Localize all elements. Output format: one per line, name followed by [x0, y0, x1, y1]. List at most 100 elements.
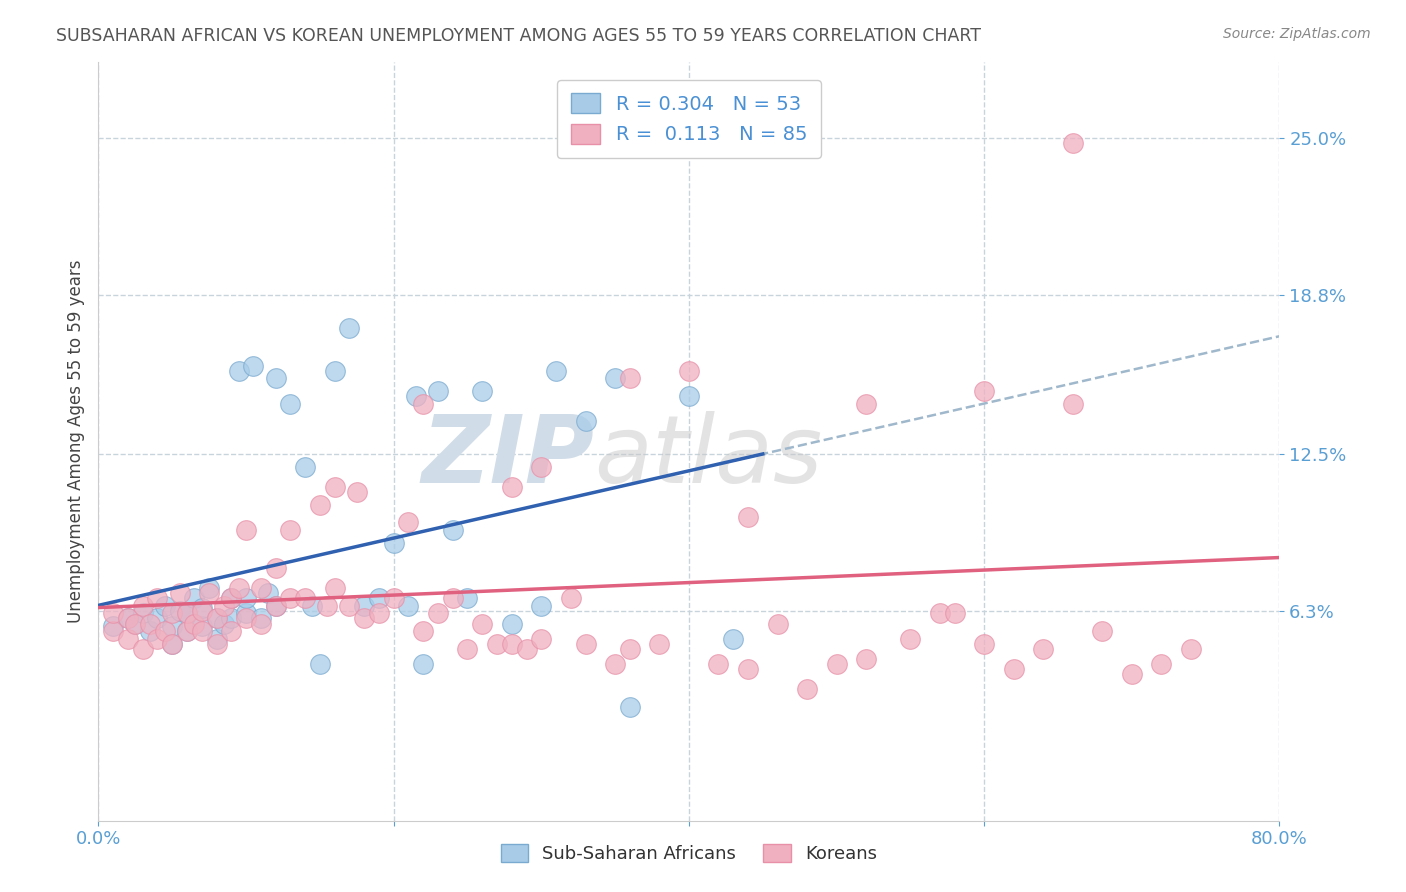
Point	[235, 611, 257, 625]
Point	[191, 601, 214, 615]
Point	[316, 599, 339, 613]
Point	[176, 624, 198, 639]
Point	[191, 619, 214, 633]
Point	[530, 459, 553, 474]
Point	[405, 389, 427, 403]
Point	[678, 364, 700, 378]
Point	[427, 384, 450, 398]
Point	[132, 641, 155, 656]
Point	[546, 364, 568, 378]
Point	[323, 364, 346, 378]
Point	[250, 616, 273, 631]
Point	[368, 591, 391, 606]
Point	[280, 523, 302, 537]
Point	[382, 591, 405, 606]
Point	[205, 637, 228, 651]
Point	[205, 632, 228, 646]
Point	[117, 611, 139, 625]
Point	[117, 632, 139, 646]
Point	[825, 657, 848, 671]
Point	[146, 632, 169, 646]
Point	[737, 510, 759, 524]
Point	[221, 591, 243, 606]
Point	[250, 581, 273, 595]
Point	[1150, 657, 1173, 671]
Point	[264, 599, 287, 613]
Point	[250, 611, 273, 625]
Point	[648, 637, 671, 651]
Point	[117, 611, 139, 625]
Point	[235, 591, 257, 606]
Point	[929, 607, 952, 621]
Point	[212, 599, 235, 613]
Point	[575, 414, 598, 428]
Point	[1062, 136, 1084, 151]
Point	[723, 632, 745, 646]
Point	[169, 604, 191, 618]
Point	[221, 624, 243, 639]
Point	[132, 607, 155, 621]
Point	[257, 586, 280, 600]
Point	[398, 599, 420, 613]
Point	[678, 389, 700, 403]
Point	[139, 624, 162, 639]
Point	[162, 637, 183, 651]
Point	[301, 599, 323, 613]
Point	[1180, 641, 1202, 656]
Point	[1032, 641, 1054, 656]
Point	[501, 480, 523, 494]
Point	[169, 586, 191, 600]
Point	[323, 480, 346, 494]
Point	[153, 624, 176, 639]
Point	[124, 616, 146, 631]
Point	[412, 396, 434, 410]
Point	[560, 591, 582, 606]
Point	[132, 599, 155, 613]
Point	[323, 581, 346, 595]
Point	[191, 624, 214, 639]
Point	[1121, 667, 1143, 681]
Point	[707, 657, 730, 671]
Point	[183, 591, 205, 606]
Point	[471, 384, 494, 398]
Point	[412, 624, 434, 639]
Point	[501, 637, 523, 651]
Point	[294, 459, 316, 474]
Text: atlas: atlas	[595, 411, 823, 502]
Point	[339, 320, 361, 334]
Point	[124, 616, 146, 631]
Point	[205, 611, 228, 625]
Point	[221, 611, 243, 625]
Point	[1062, 396, 1084, 410]
Point	[516, 641, 538, 656]
Point	[280, 591, 302, 606]
Point	[619, 641, 641, 656]
Point	[427, 607, 450, 621]
Point	[264, 561, 287, 575]
Y-axis label: Unemployment Among Ages 55 to 59 years: Unemployment Among Ages 55 to 59 years	[66, 260, 84, 624]
Point	[264, 371, 287, 385]
Point	[235, 607, 257, 621]
Point	[619, 371, 641, 385]
Point	[176, 607, 198, 621]
Point	[382, 535, 405, 549]
Point	[339, 599, 361, 613]
Point	[280, 396, 302, 410]
Point	[103, 624, 125, 639]
Point	[221, 591, 243, 606]
Point	[530, 599, 553, 613]
Point	[1002, 662, 1025, 676]
Point	[855, 652, 877, 666]
Point	[103, 607, 125, 621]
Point	[235, 523, 257, 537]
Point	[398, 516, 420, 530]
Point	[353, 599, 375, 613]
Point	[346, 485, 368, 500]
Point	[264, 599, 287, 613]
Text: Source: ZipAtlas.com: Source: ZipAtlas.com	[1223, 27, 1371, 41]
Point	[605, 657, 627, 671]
Text: SUBSAHARAN AFRICAN VS KOREAN UNEMPLOYMENT AMONG AGES 55 TO 59 YEARS CORRELATION : SUBSAHARAN AFRICAN VS KOREAN UNEMPLOYMEN…	[56, 27, 981, 45]
Point	[1091, 624, 1114, 639]
Point	[737, 662, 759, 676]
Point	[198, 586, 221, 600]
